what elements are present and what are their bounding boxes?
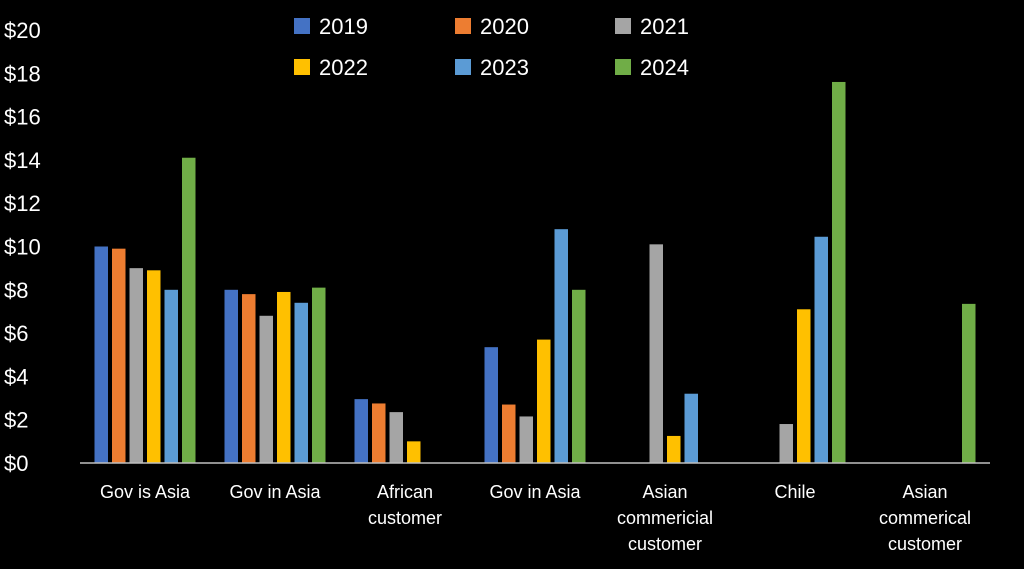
legend-label-2022: 2022 [319,55,368,80]
bar-2021-cat-0 [129,268,143,463]
x-tick-label: Chile [774,482,815,502]
bar-2021-cat-4 [649,244,663,463]
legend-swatch-2021 [615,18,631,34]
bar-2021-cat-2 [389,412,403,463]
bar-2020-cat-2 [372,403,386,463]
y-tick-label: $0 [4,451,28,476]
bar-2022-cat-3 [537,339,551,463]
bar-2019-cat-3 [484,347,498,463]
legend: 2019 2020 2021 2022 2023 2024 [294,14,689,80]
bar-2024-cat-6 [962,303,976,463]
x-tick-label: commerical [879,508,971,528]
y-axis: $0 $2 $4 $6 $8 $10 $12 $14 $16 $18 $20 [4,18,41,476]
x-tick-label: customer [888,534,962,554]
bar-2023-cat-0 [164,289,178,463]
legend-swatch-2023 [455,59,471,75]
bar-2022-cat-4 [667,435,681,463]
bar-2023-cat-5 [814,236,828,463]
legend-swatch-2024 [615,59,631,75]
x-tick-label: commericial [617,508,713,528]
x-tick-label: Asian [902,482,947,502]
bar-2020-cat-1 [242,294,256,463]
legend-swatch-2020 [455,18,471,34]
bar-2020-cat-3 [502,404,516,463]
bar-2020-cat-0 [112,248,126,463]
bar-2023-cat-4 [684,393,698,463]
bar-2019-cat-1 [224,289,238,463]
legend-swatch-2019 [294,18,310,34]
bar-2021-cat-5 [779,424,793,463]
legend-swatch-2022 [294,59,310,75]
bar-2021-cat-1 [259,315,273,463]
y-tick-label: $20 [4,18,41,43]
y-tick-label: $6 [4,321,28,346]
y-tick-label: $4 [4,364,28,389]
bar-2021-cat-3 [519,416,533,463]
x-tick-label: Gov in Asia [489,482,581,502]
x-tick-label: Gov in Asia [229,482,321,502]
bar-2024-cat-0 [182,157,196,464]
legend-label-2020: 2020 [480,14,529,39]
legend-label-2021: 2021 [640,14,689,39]
legend-label-2023: 2023 [480,55,529,80]
bar-2024-cat-1 [312,287,326,463]
bar-2022-cat-5 [797,309,811,463]
bar-2023-cat-3 [554,229,568,463]
y-tick-label: $10 [4,235,41,260]
x-axis-labels: Gov is Asia Gov in Asia African customer Gov… [100,482,971,554]
bar-2022-cat-2 [407,441,421,463]
legend-label-2024: 2024 [640,55,689,80]
bar-2022-cat-1 [277,291,291,463]
y-tick-label: $14 [4,148,41,173]
x-tick-label: African [377,482,433,502]
x-tick-label: customer [628,534,702,554]
bar-2023-cat-1 [294,302,308,463]
legend-label-2019: 2019 [319,14,368,39]
bar-2024-cat-5 [832,81,846,464]
bar-2024-cat-3 [572,289,586,463]
x-tick-label: Asian [642,482,687,502]
y-tick-label: $8 [4,278,28,303]
x-tick-label: Gov is Asia [100,482,191,502]
bar-2022-cat-0 [147,270,161,463]
y-tick-label: $2 [4,408,28,433]
bars [94,81,976,464]
y-tick-label: $12 [4,191,41,216]
y-tick-label: $16 [4,105,41,130]
bar-2019-cat-0 [94,246,108,463]
y-tick-label: $18 [4,61,41,86]
bar-2019-cat-2 [354,399,368,463]
x-tick-label: customer [368,508,442,528]
